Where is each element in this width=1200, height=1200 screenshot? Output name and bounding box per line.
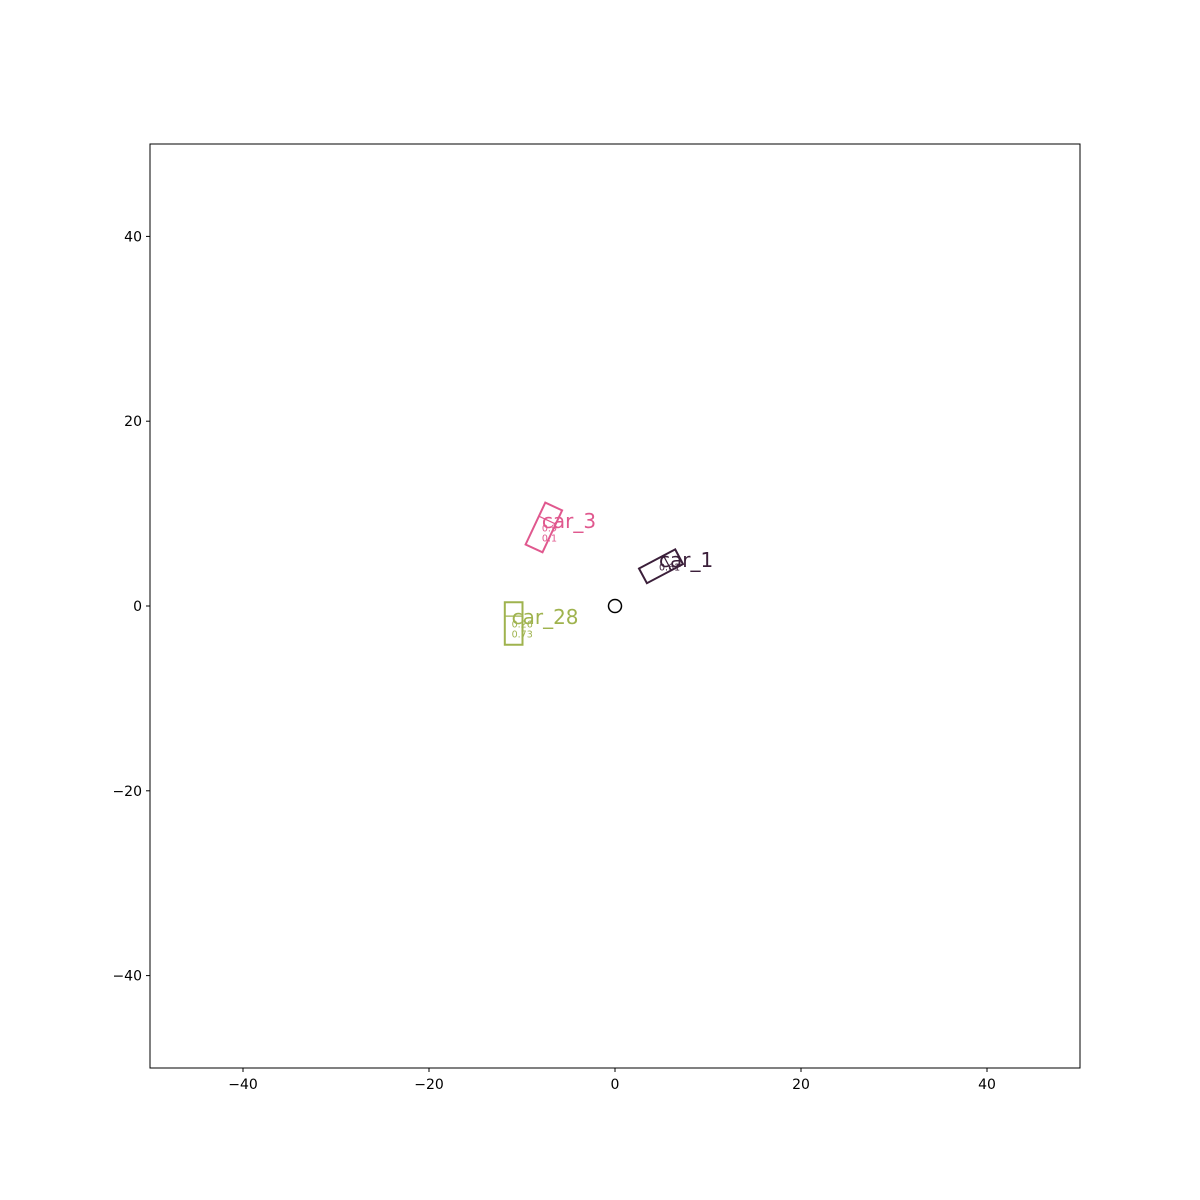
ticks-layer: −40 −20 0 20 40 −40 −20 0 20 40: [112, 229, 995, 1093]
ego-marker: [607, 598, 623, 614]
y-tick-label: 0: [133, 599, 142, 615]
y-tick-label: 20: [124, 414, 142, 430]
x-tick-label: 0: [611, 1077, 620, 1093]
object-heading-line: [538, 515, 556, 525]
object-sub-label: 0.61: [659, 562, 680, 573]
object-box: [637, 548, 685, 585]
object-label: car_1: [659, 548, 713, 572]
y-tick-label: −40: [112, 969, 142, 985]
object-car_3: car_30.90.1: [524, 501, 596, 554]
object-label: car_28: [512, 605, 579, 629]
object-car_1: car_10.61: [637, 548, 713, 585]
axes-frame: [149, 143, 1081, 1069]
y-tick-label: 40: [124, 229, 142, 245]
object-sub-label: 0.73: [512, 630, 533, 641]
object-box: [503, 601, 524, 646]
object-label: car_3: [542, 509, 596, 533]
x-tick-label: 20: [792, 1077, 810, 1093]
x-tick-label: −20: [414, 1077, 444, 1093]
x-tick-label: −40: [228, 1077, 258, 1093]
object-box: [524, 501, 564, 554]
objects-layer: car_10.61 car_30.90.1 car_280.260.73: [503, 501, 713, 646]
object-car_28: car_280.260.73: [503, 601, 579, 646]
object-sub-label: 0.26: [512, 620, 533, 631]
object-heading-line: [662, 555, 672, 571]
x-tick-label: 40: [978, 1077, 996, 1093]
y-tick-label: −20: [112, 784, 142, 800]
object-sub-label: 0.9: [542, 524, 557, 535]
object-sub-label: 0.1: [542, 534, 557, 545]
